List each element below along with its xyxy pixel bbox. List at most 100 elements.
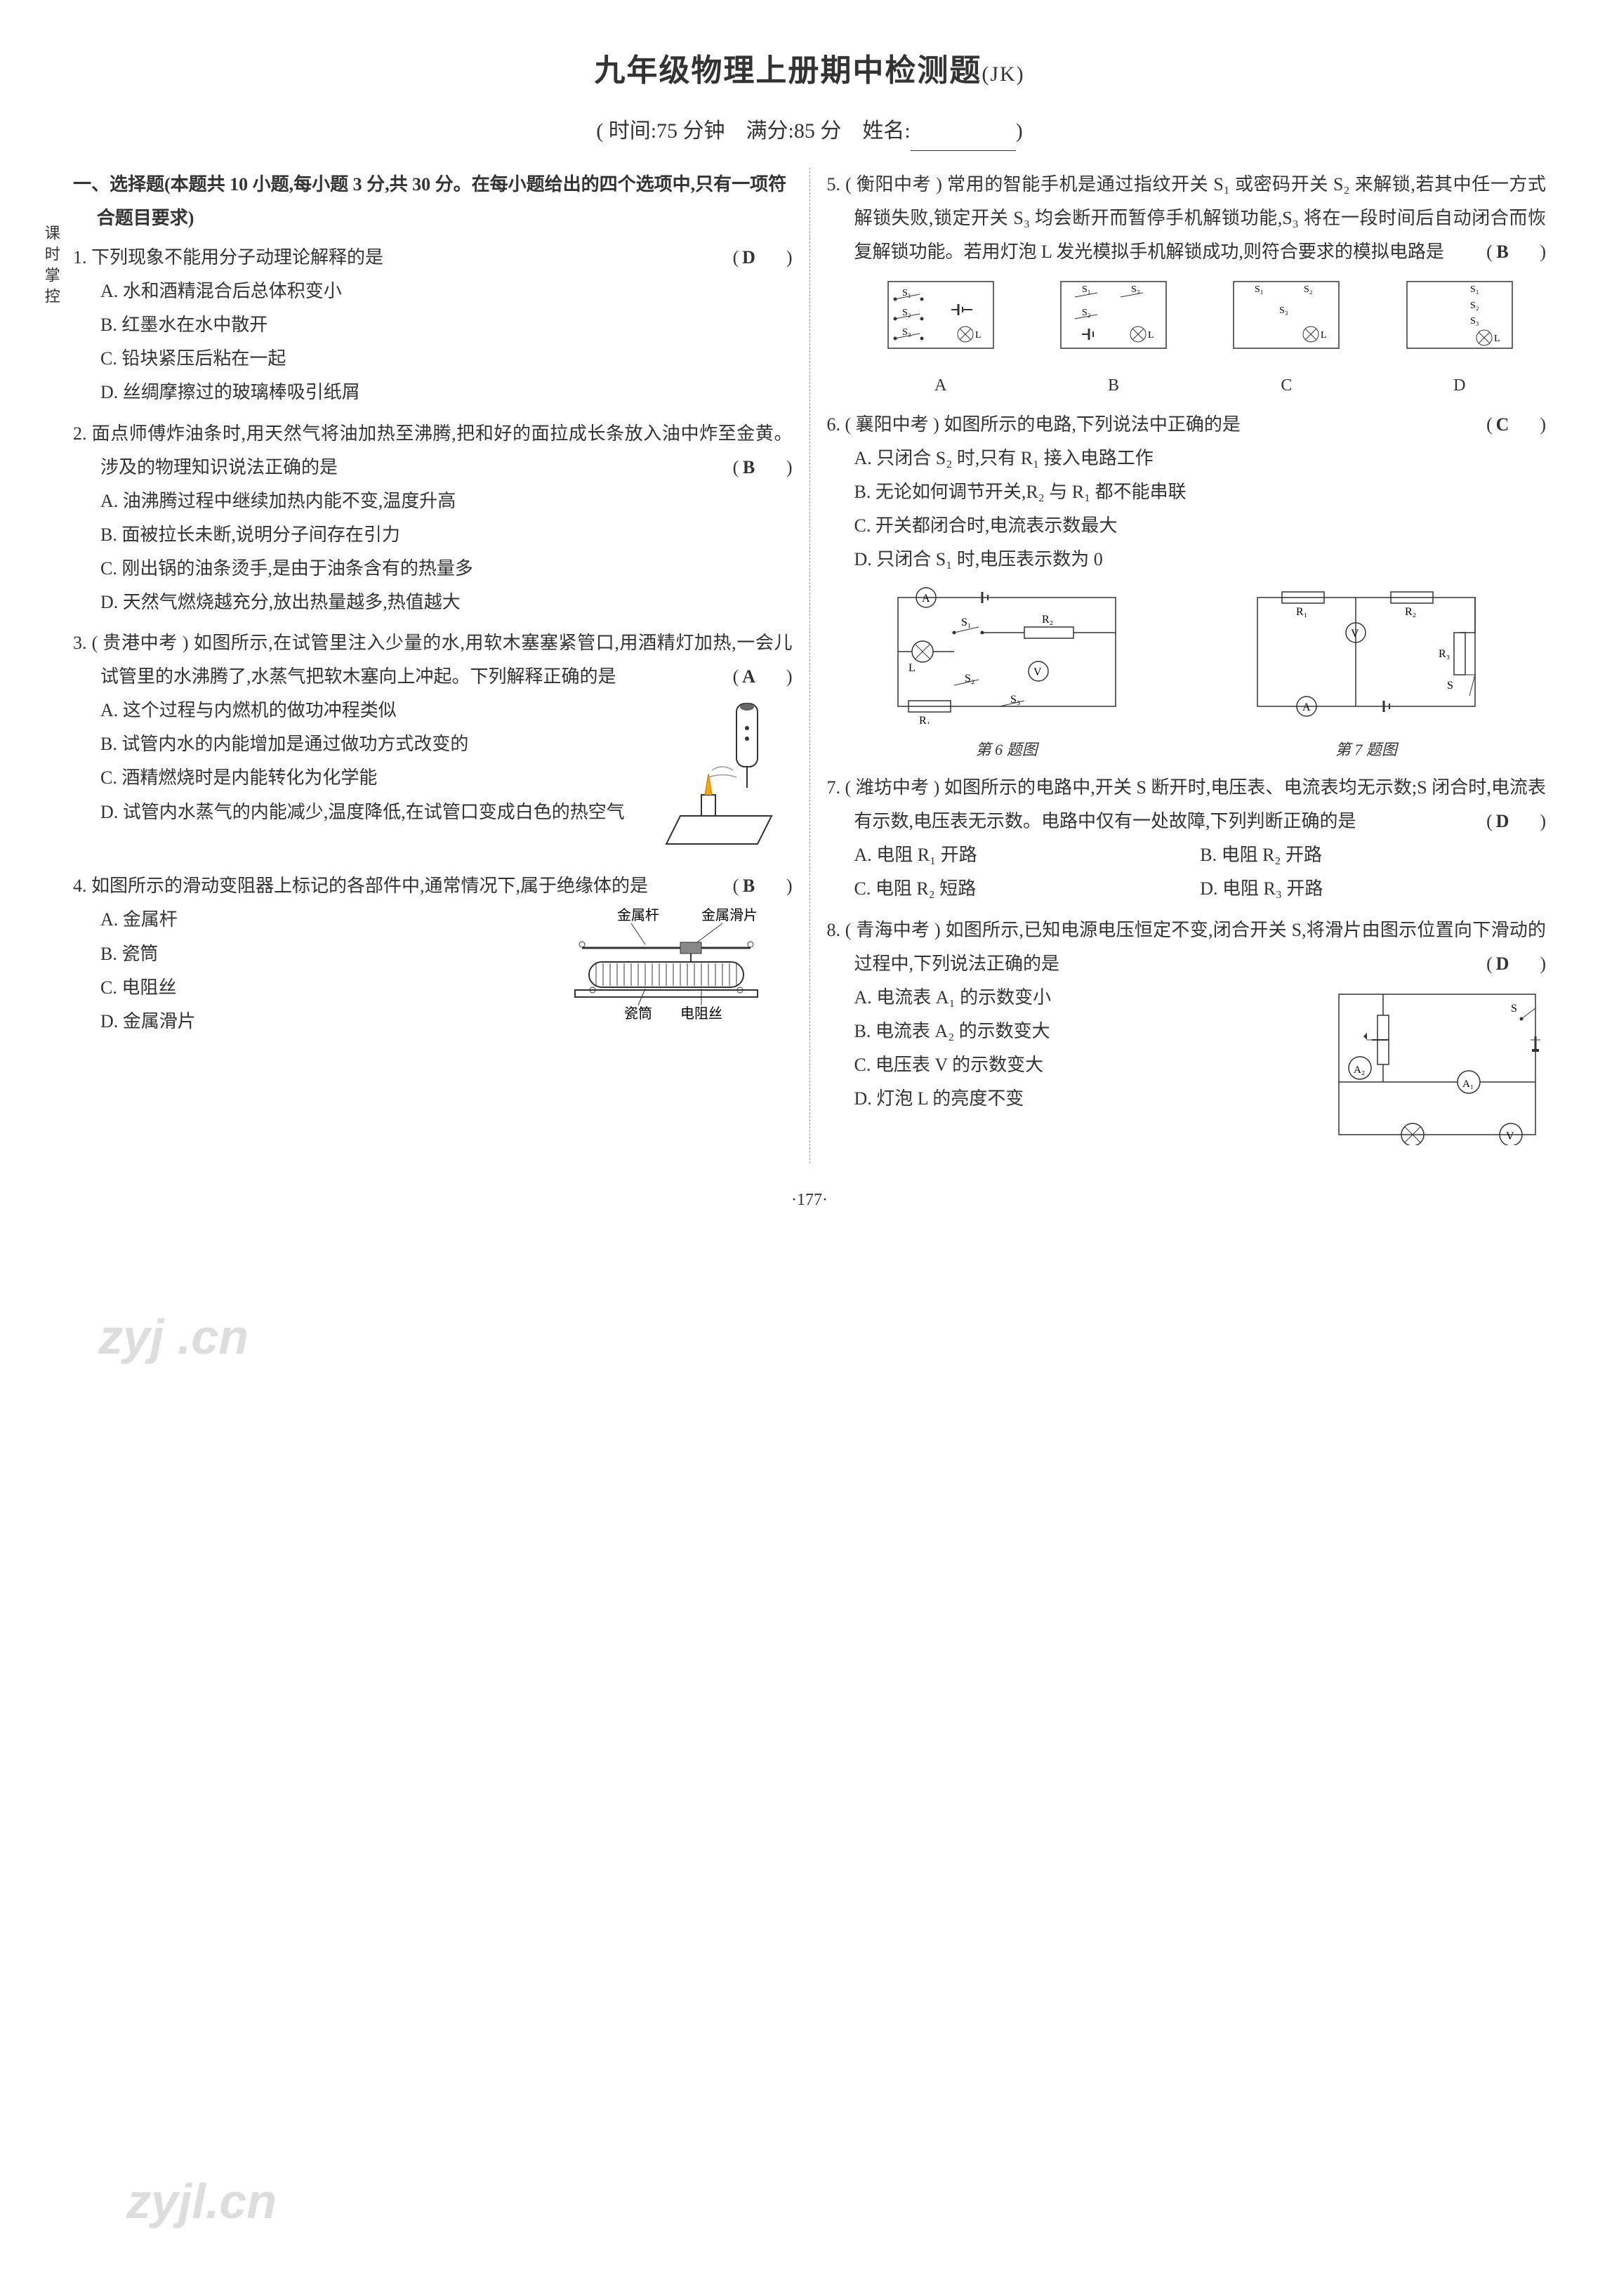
question-2: 2. 面点师傅炸油条时,用天然气将油加热至沸腾,把和好的面拉成长条放入油中炸至金… <box>73 417 793 620</box>
q7-optD: D. 电阻 R₃ 开路 <box>1200 872 1546 906</box>
question-3: 3. ( 贵港中考 ) 如图所示,在试管里注入少量的水,用软木塞塞紧管口,用酒精… <box>73 626 793 862</box>
q6-stem-text: 6. ( 襄阳中考 ) 如图所示的电路,下列说法中正确的是 <box>827 414 1241 435</box>
svg-text:R₃: R₃ <box>1439 648 1450 660</box>
q2-answer: B <box>748 451 777 484</box>
svg-text:V: V <box>1506 1130 1514 1142</box>
q2-answer-paren: ( B ) <box>760 451 793 484</box>
q4-stem: 4. 如图所示的滑动变阻器上标记的各部件中,通常情况下,属于绝缘体的是 ( B … <box>73 869 793 903</box>
svg-text:R₂: R₂ <box>1042 614 1053 626</box>
q7-row2: C. 电阻 R₂ 短路 D. 电阻 R₃ 开路 <box>827 872 1547 906</box>
left-column: 一、选择题(本题共 10 小题,每小题 3 分,共 30 分。在每小题给出的四个… <box>63 168 810 1163</box>
q7-optA: A. 电阻 R₁ 开路 <box>854 838 1201 872</box>
svg-text:S₂: S₂ <box>1470 301 1479 311</box>
svg-text:S: S <box>1511 1003 1517 1015</box>
page-title: 九年级物理上册期中检测题(JK) <box>63 42 1556 99</box>
q6-caption: 第 6 题图 <box>884 736 1130 765</box>
q2-optC: C. 刚出锅的油条烫手,是由于油条含有的热量多 <box>73 552 793 586</box>
q5-figD: S₁ S₂ S₃ L D <box>1400 275 1519 401</box>
q1-answer-paren: ( D ) <box>760 241 793 275</box>
q4-stem-text: 4. 如图所示的滑动变阻器上标记的各部件中,通常情况下,属于绝缘体的是 <box>73 876 648 896</box>
question-5: 5. ( 衡阳中考 ) 常用的智能手机是通过指纹开关 S₁ 或密码开关 S₂ 来… <box>827 168 1547 401</box>
name-label: 姓名: <box>862 119 910 143</box>
q5-stem: 5. ( 衡阳中考 ) 常用的智能手机是通过指纹开关 S₁ 或密码开关 S₂ 来… <box>827 168 1547 269</box>
q5-labelD: D <box>1400 370 1519 401</box>
q6-optB: B. 无论如何调节开关,R₂ 与 R₁ 都不能串联 <box>827 475 1547 509</box>
q7-row1: A. 电阻 R₁ 开路 B. 电阻 R₂ 开路 <box>827 838 1547 872</box>
svg-text:S₂: S₂ <box>1304 284 1313 295</box>
q6-answer: C <box>1502 408 1531 442</box>
q6-answer-paren: ( C ) <box>1514 408 1546 442</box>
right-column: 5. ( 衡阳中考 ) 常用的智能手机是通过指纹开关 S₁ 或密码开关 S₂ 来… <box>810 168 1557 1163</box>
svg-text:V: V <box>1351 628 1359 640</box>
q7-caption: 第 7 题图 <box>1243 736 1489 765</box>
score-text: 满分:85 分 <box>746 119 842 143</box>
q6-optA: A. 只闭合 S₂ 时,只有 R₁ 接入电路工作 <box>827 442 1547 475</box>
svg-text:S₁: S₁ <box>961 616 971 628</box>
q3-answer: A <box>748 660 777 694</box>
q4-answer-paren: ( B ) <box>760 869 793 903</box>
q5-labelB: B <box>1054 370 1173 401</box>
watermark-1: zyj .cn <box>98 1292 249 1383</box>
q1-stem: 1. 下列现象不能用分子动理论解释的是 ( D ) <box>73 241 793 275</box>
q5-figC: S₁ S₂ S₃ L C <box>1227 275 1346 401</box>
name-blank[interactable] <box>911 150 1016 151</box>
q7-stem-text: 7. ( 潍坊中考 ) 如图所示的电路中,开关 S 断开时,电压表、电流表均无示… <box>827 777 1547 831</box>
label-slider: 金属滑片 <box>701 907 758 923</box>
svg-text:S₁: S₁ <box>1082 284 1091 295</box>
q3-answer-paren: ( A ) <box>760 660 793 694</box>
q2-stem: 2. 面点师傅炸油条时,用天然气将油加热至沸腾,把和好的面拉成长条放入油中炸至金… <box>73 417 793 484</box>
q8-answer: D <box>1502 947 1531 981</box>
svg-text:R₂: R₂ <box>1405 606 1416 618</box>
svg-text:S₁: S₁ <box>1470 284 1479 295</box>
question-1: 1. 下列现象不能用分子动理论解释的是 ( D ) A. 水和酒精混合后总体积变… <box>73 241 793 409</box>
svg-text:L: L <box>975 330 982 341</box>
section-1-header: 一、选择题(本题共 10 小题,每小题 3 分,共 30 分。在每小题给出的四个… <box>73 168 793 235</box>
q3-figure <box>652 697 793 862</box>
q5-labelC: C <box>1227 370 1346 401</box>
q2-optB: B. 面被拉长未断,说明分子间存在引力 <box>73 518 793 552</box>
q3-stem: 3. ( 贵港中考 ) 如图所示,在试管里注入少量的水,用软木塞塞紧管口,用酒精… <box>73 626 793 694</box>
q5-figB: S₁S₃ S₂ L B <box>1054 275 1173 401</box>
q1-optB: B. 红墨水在水中散开 <box>73 308 793 342</box>
q2-optD: D. 天然气燃烧越充分,放出热量越多,热值越大 <box>73 586 793 619</box>
svg-text:S: S <box>1447 680 1453 692</box>
q1-answer: D <box>748 241 777 275</box>
q7-figure: R₁ R₂ V R₃ S A 第 7 题图 <box>1243 583 1489 764</box>
q2-optA: A. 油沸腾过程中继续加热内能不变,温度升高 <box>73 484 793 518</box>
time-text: ( 时间:75 分钟 <box>596 119 725 143</box>
q5-answer-paren: ( B ) <box>1514 235 1546 269</box>
q4-answer: B <box>748 869 777 903</box>
svg-text:S₃: S₃ <box>1279 305 1288 316</box>
label-wire: 电阻丝 <box>680 1005 722 1022</box>
question-8: 8. ( 青海中考 ) 如图所示,已知电源电压恒定不变,闭合开关 S,将滑片由图… <box>827 913 1547 1156</box>
label-tube: 瓷筒 <box>624 1005 652 1022</box>
q5-labelA: A <box>881 370 1000 401</box>
svg-text:S₁: S₁ <box>1255 284 1264 295</box>
question-7: 7. ( 潍坊中考 ) 如图所示的电路中,开关 S 断开时,电压表、电流表均无示… <box>827 771 1547 906</box>
q5-answer: B <box>1502 235 1531 269</box>
q5-stem-text: 5. ( 衡阳中考 ) 常用的智能手机是通过指纹开关 S₁ 或密码开关 S₂ 来… <box>827 174 1547 262</box>
svg-text:A₁: A₁ <box>1462 1078 1474 1090</box>
svg-text:L: L <box>908 662 916 674</box>
question-4: 4. 如图所示的滑动变阻器上标记的各部件中,通常情况下,属于绝缘体的是 ( B … <box>73 869 793 1038</box>
svg-text:V: V <box>1033 666 1042 678</box>
name-close: ) <box>1016 119 1023 143</box>
q7-optC: C. 电阻 R₂ 短路 <box>854 872 1201 906</box>
page-number: ·177· <box>63 1185 1556 1215</box>
q6-stem: 6. ( 襄阳中考 ) 如图所示的电路,下列说法中正确的是 ( C ) <box>827 408 1547 442</box>
svg-text:L: L <box>1494 334 1500 344</box>
svg-text:L: L <box>1321 330 1327 341</box>
q6-optD: D. 只闭合 S₁ 时,电压表示数为 0 <box>827 543 1547 576</box>
q1-stem-text: 1. 下列现象不能用分子动理论解释的是 <box>73 247 383 268</box>
q7-answer-paren: ( D ) <box>1514 805 1546 838</box>
exam-info: ( 时间:75 分钟 满分:85 分 姓名:) <box>63 112 1556 151</box>
content-columns: 一、选择题(本题共 10 小题,每小题 3 分,共 30 分。在每小题给出的四个… <box>63 168 1556 1163</box>
q2-stem-text: 2. 面点师傅炸油条时,用天然气将油加热至沸腾,把和好的面拉成长条放入油中炸至金… <box>73 423 793 477</box>
q6-q7-figures: A L S₁ R₂ V S₂ S₃ R₁ 第 6 题图 R₁ <box>827 583 1547 764</box>
svg-text:R₁: R₁ <box>1296 606 1307 618</box>
q6-optC: C. 开关都闭合时,电流表示数最大 <box>827 509 1547 543</box>
label-rod: 金属杆 <box>617 907 659 923</box>
q7-answer: D <box>1502 805 1531 838</box>
side-label: 课时掌控 <box>37 225 65 309</box>
svg-text:S₃: S₃ <box>1470 316 1479 326</box>
